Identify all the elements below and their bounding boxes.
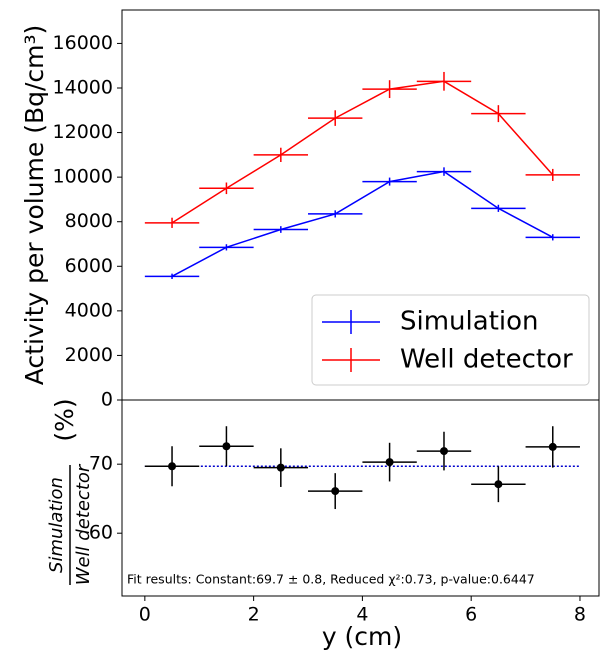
y-tick-label: 14000 [53,77,113,99]
x-tick-label: 4 [356,604,368,626]
y-tick-label: 8000 [65,210,113,232]
point [494,480,503,489]
point [222,442,231,451]
y-label-numerator: Simulation [46,477,67,573]
ratio-y-label: Simulation Well detector (%) [46,398,94,585]
legend-label: Simulation [400,307,539,337]
legend-box [311,294,590,386]
x-tick-label: 8 [574,604,586,626]
x-tick-label: 2 [248,604,260,626]
series-line [171,80,554,224]
y-tick-label: 2000 [65,344,113,366]
y-tick-label: 12000 [53,121,113,143]
point [331,487,340,496]
point [168,462,177,471]
y-axis-label: Activity per volume (Bq/cm³) [20,25,49,386]
x-axis-label: y (cm) [322,622,402,651]
fit-annotation: Fit results: Constant:69.7 ± 0.8, Reduce… [127,572,535,587]
y-label-unit: (%) [50,398,79,441]
y-tick-label: 16000 [53,32,113,54]
y-tick-label: 60 [89,522,113,544]
point [548,442,557,451]
point [276,463,285,472]
y-tick-label: 4000 [65,299,113,321]
plot-frame [121,399,600,597]
y-tick-label: 10000 [53,166,113,188]
y-tick-label: 6000 [65,255,113,277]
point [439,447,448,456]
series-line [171,170,554,277]
x-tick-label: 0 [139,604,151,626]
y-tick-label: 0 [101,389,113,411]
y-label-denominator: Well detector [73,463,94,585]
x-tick-label: 6 [465,604,477,626]
legend-label: Well detector [400,345,573,375]
y-tick-label: 70 [89,453,113,475]
point [385,458,394,467]
